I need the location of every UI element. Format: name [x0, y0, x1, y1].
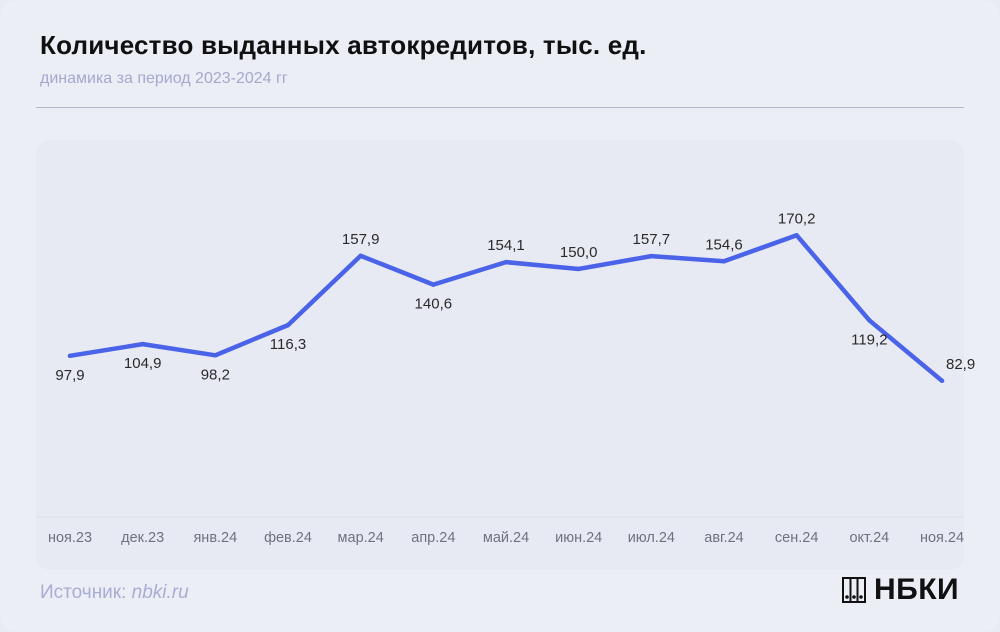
data-point: [576, 266, 581, 272]
x-tick-label: июн.24: [555, 530, 602, 546]
data-point: [649, 253, 654, 259]
x-tick-label: ноя.24: [920, 530, 964, 546]
data-label: 157,7: [633, 231, 671, 248]
data-label: 97,9: [55, 367, 84, 384]
x-tick-label: янв.24: [193, 530, 237, 546]
x-tick-label: дек.23: [121, 530, 164, 546]
x-tick-label: сен.24: [775, 530, 818, 546]
plot-area: [36, 140, 964, 570]
data-point: [721, 259, 727, 264]
data-point: [794, 233, 799, 238]
data-point: [140, 341, 145, 347]
data-point: [503, 259, 509, 265]
data-label: 170,2: [778, 210, 816, 227]
data-label: 140,6: [415, 296, 453, 313]
chart-title: Количество выданных автокредитов, тыс. е…: [40, 30, 647, 60]
header-divider: [36, 107, 964, 108]
logo-text: НБКИ: [874, 573, 960, 606]
data-point: [213, 353, 218, 358]
x-tick-label: май.24: [483, 530, 529, 546]
data-point: [285, 322, 291, 328]
x-tick-label: апр.24: [411, 530, 455, 546]
data-point: [867, 318, 872, 323]
x-tick-label: ноя.23: [48, 530, 92, 546]
data-label: 154,6: [705, 236, 743, 253]
data-point: [431, 282, 436, 287]
data-label: 82,9: [946, 356, 975, 373]
x-tick-label: авг.24: [704, 530, 743, 546]
data-label: 150,0: [560, 244, 598, 261]
data-label: 116,3: [270, 336, 306, 353]
x-tick-label: фев.24: [264, 530, 312, 546]
x-tick-label: мар.24: [338, 530, 384, 546]
data-label: 119,2: [851, 331, 887, 348]
data-point: [358, 253, 363, 258]
x-tick-label: окт.24: [849, 530, 889, 546]
data-point: [67, 353, 73, 359]
data-label: 98,2: [201, 366, 230, 383]
source-label: Источник:: [40, 582, 127, 603]
source-link[interactable]: nbki.ru: [131, 582, 189, 603]
logo-mark-icon: [842, 577, 866, 603]
data-label: 154,1: [487, 237, 525, 254]
data-label: 157,9: [342, 231, 380, 248]
data-label: 104,9: [124, 355, 162, 372]
x-tick-label: июл.24: [628, 530, 675, 546]
source-note: Источник: nbki.ru: [40, 582, 189, 604]
chart-subtitle: динамика за период 2023-2024 гг: [40, 70, 288, 87]
series-line: [67, 233, 945, 384]
data-point: [939, 378, 945, 384]
nbki-logo: НБКИ: [842, 573, 960, 606]
